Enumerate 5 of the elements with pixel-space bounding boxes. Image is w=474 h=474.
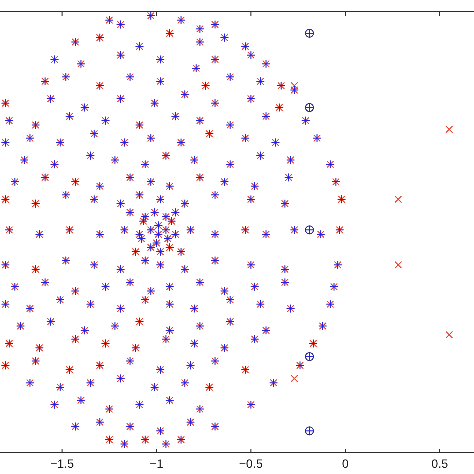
x-tick-label: 0.5 (432, 457, 449, 471)
x-tick-label: 0 (342, 457, 350, 471)
x-tick-label: −1 (150, 457, 164, 471)
x-tick-label: −1.5 (50, 457, 74, 471)
x-tick-label: −0.5 (239, 457, 264, 471)
